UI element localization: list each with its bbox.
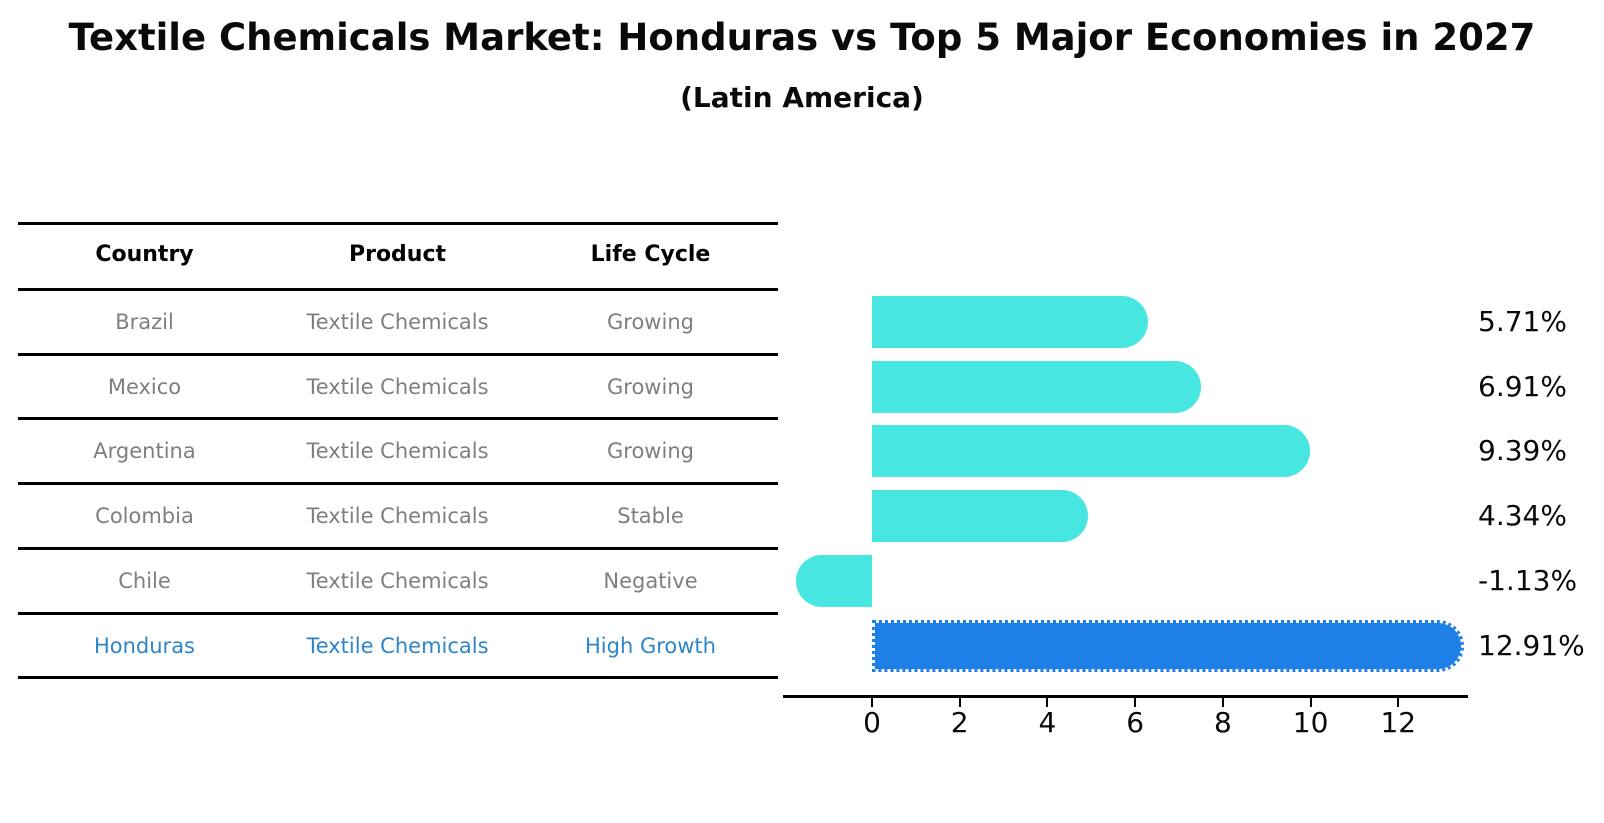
table-cell-country: Honduras <box>93 633 196 658</box>
table-rule <box>18 676 778 679</box>
table-cell-product: Textile Chemicals <box>306 504 489 529</box>
table-cell-country: Mexico <box>107 374 182 399</box>
bar-brazil <box>872 296 1149 348</box>
table-cell-country: Brazil <box>115 310 174 334</box>
table-cell-life-cycle: Stable <box>617 504 684 529</box>
bar-honduras <box>872 619 1465 672</box>
table-rule <box>18 222 778 225</box>
x-axis-tick-label: 12 <box>1380 706 1417 739</box>
chart-title: Textile Chemicals Market: Honduras vs To… <box>68 16 1536 59</box>
table-cell-life-cycle: Growing <box>607 374 694 399</box>
table-cell-product: Textile Chemicals <box>306 374 489 399</box>
x-axis-tick <box>871 698 873 707</box>
table-header-product: Product <box>348 242 447 267</box>
bar-chile <box>796 554 872 607</box>
table-cell-product: Textile Chemicals <box>306 633 489 658</box>
x-axis-tick <box>1309 698 1312 707</box>
bar-value-label: 9.39% <box>1478 434 1567 468</box>
bar-mexico <box>872 360 1202 413</box>
table-cell-product: Textile Chemicals <box>306 568 489 593</box>
x-axis-tick <box>1397 698 1400 707</box>
table-cell-country: Argentina <box>93 439 196 464</box>
table-rule <box>18 288 778 291</box>
x-axis-tick-label: 2 <box>950 706 969 739</box>
table-rule <box>18 482 778 485</box>
bar-value-label: 4.34% <box>1478 499 1567 533</box>
table-cell-product: Textile Chemicals <box>306 310 489 334</box>
bar-value-label: 5.71% <box>1478 305 1567 338</box>
table-rule <box>18 612 778 615</box>
x-axis-tick <box>1046 698 1049 707</box>
table-cell-country: Colombia <box>95 504 194 529</box>
bar-argentina <box>872 425 1310 478</box>
table-cell-life-cycle: Negative <box>603 568 698 593</box>
table-cell-life-cycle: Growing <box>607 439 694 464</box>
table-rule <box>18 547 778 550</box>
table-rule <box>18 417 778 420</box>
table-rule <box>18 353 778 356</box>
bar-colombia <box>872 490 1089 543</box>
x-axis-tick <box>1221 698 1224 707</box>
x-axis-tick-label: 4 <box>1038 706 1057 739</box>
x-axis-tick-label: 10 <box>1292 706 1329 739</box>
table-cell-product: Textile Chemicals <box>306 439 489 464</box>
x-axis-tick-label: 0 <box>863 706 881 739</box>
x-axis-tick <box>1134 698 1137 707</box>
x-axis-tick-label: 6 <box>1126 706 1145 739</box>
table-cell-life-cycle: High Growth <box>585 633 716 658</box>
x-axis-tick-label: 8 <box>1213 706 1232 739</box>
table-cell-country: Chile <box>118 568 171 593</box>
bar-value-label: 6.91% <box>1478 369 1567 403</box>
chart-subtitle: (Latin America) <box>680 81 924 114</box>
x-axis-line <box>783 695 1468 698</box>
table-header-life-cycle: Life Cycle <box>590 242 711 267</box>
bar-value-label: -1.13% <box>1478 563 1578 597</box>
bar-value-label: 12.91% <box>1478 628 1585 662</box>
table-cell-life-cycle: Growing <box>607 310 694 334</box>
table-header-country: Country <box>95 242 194 267</box>
x-axis-tick <box>958 698 961 707</box>
